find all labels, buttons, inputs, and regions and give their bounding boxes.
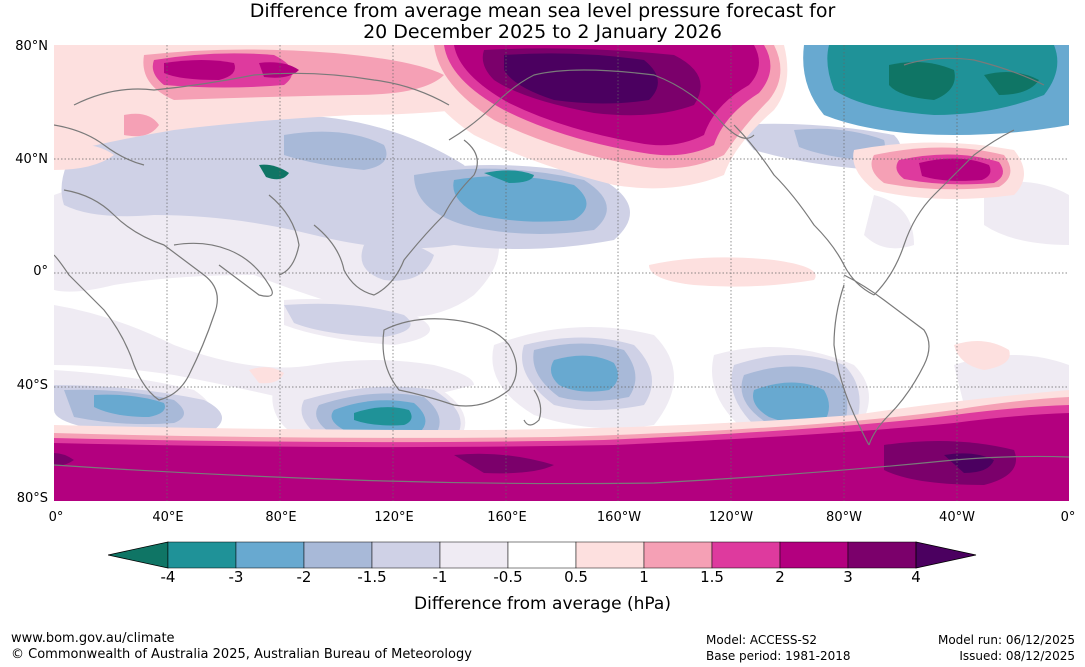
lon-label-80e: 80°E xyxy=(265,510,297,525)
lon-label-160w: 160°W xyxy=(596,510,642,525)
colorbar-tick-2: 2 xyxy=(775,568,785,586)
anomaly-band-minus-4 xyxy=(259,61,1039,180)
colorbar-swatch-3 xyxy=(303,541,373,569)
colorbar-tick-1.5: 1.5 xyxy=(700,568,724,586)
footer-issued: Issued: 08/12/2025 xyxy=(959,649,1075,663)
colorbar-tick-minus2: -2 xyxy=(296,568,312,586)
europe-coast xyxy=(54,124,145,166)
map-title-line1: Difference from average mean sea level p… xyxy=(249,0,836,22)
new-zealand-coast xyxy=(523,389,542,426)
greenland-coast xyxy=(903,57,1045,86)
colorbar-tick-3: 3 xyxy=(843,568,853,586)
colorbar-swatch-11 xyxy=(847,541,917,569)
colorbar-tick-minus0.5: -0.5 xyxy=(493,568,523,586)
lon-label-0-end: 0° xyxy=(1060,510,1076,525)
lat-label-40n: 40°N xyxy=(15,152,48,167)
lat-label-0: 0° xyxy=(33,264,48,279)
colorbar-swatch-1 xyxy=(167,541,237,569)
coastlines xyxy=(54,57,1069,485)
footer-website: www.bom.gov.au/climate xyxy=(11,631,175,646)
colorbar-swatch-8 xyxy=(643,541,713,569)
lat-label-80n: 80°N xyxy=(15,39,48,54)
map-title-line2: 20 December 2025 to 2 January 2026 xyxy=(363,21,722,43)
colorbar-swatch-4 xyxy=(371,541,441,569)
eurasia-north-coast xyxy=(73,72,450,106)
lon-label-120w: 120°W xyxy=(708,510,754,525)
footer-model: Model: ACCESS-S2 xyxy=(706,633,818,647)
south-america-coast xyxy=(843,274,930,446)
colorbar-tick-4: 4 xyxy=(911,568,921,586)
colorbar-swatch-7 xyxy=(575,541,645,569)
lat-label-40s: 40°S xyxy=(16,378,48,393)
colorbar-label: Difference from average (hPa) xyxy=(414,594,671,614)
lon-label-0: 0° xyxy=(48,510,64,525)
india-coast xyxy=(268,194,300,276)
colorbar-swatch-10 xyxy=(779,541,849,569)
colorbar-tick-minus1.5: -1.5 xyxy=(357,568,387,586)
lon-label-160e: 160°E xyxy=(487,510,527,525)
east-asia-coast xyxy=(313,139,478,296)
arabia-coast xyxy=(173,242,273,297)
lon-label-120e: 120°E xyxy=(374,510,414,525)
lon-label-40w: 40°W xyxy=(939,510,975,525)
africa-coast xyxy=(54,189,218,401)
north-america-east-coast xyxy=(873,129,1015,296)
colorbar-swatch-5 xyxy=(439,541,509,569)
colorbar-tick-minus3: -3 xyxy=(228,568,244,586)
pressure-anomaly-map xyxy=(54,45,1069,501)
northeast-asia-coast xyxy=(448,69,755,141)
colorbar-swatch-12 xyxy=(915,541,977,569)
lon-label-40e: 40°E xyxy=(152,510,184,525)
footer-copyright: © Commonwealth of Australia 2025, Austra… xyxy=(11,647,472,662)
colorbar-tick-0.5: 0.5 xyxy=(564,568,588,586)
south-america-west-coast xyxy=(833,284,870,446)
australia-coast xyxy=(382,318,518,407)
colorbar-swatch-2 xyxy=(235,541,305,569)
colorbar-swatch-9 xyxy=(711,541,781,569)
antarctica-coast xyxy=(54,455,1069,485)
lon-label-80w: 80°W xyxy=(826,510,862,525)
footer-base-period: Base period: 1981-2018 xyxy=(706,649,851,663)
lat-label-80s: 80°S xyxy=(16,491,48,506)
colorbar-swatch-6 xyxy=(507,541,577,569)
footer-model-run: Model run: 06/12/2025 xyxy=(937,633,1075,647)
graticule xyxy=(54,45,1069,501)
colorbar-tick-1: 1 xyxy=(639,568,649,586)
colorbar xyxy=(108,541,977,569)
colorbar-tick-minus4: -4 xyxy=(160,568,176,586)
colorbar-swatch-0 xyxy=(108,541,169,569)
north-america-west-coast xyxy=(733,124,875,296)
colorbar-tick-minus1: -1 xyxy=(432,568,448,586)
